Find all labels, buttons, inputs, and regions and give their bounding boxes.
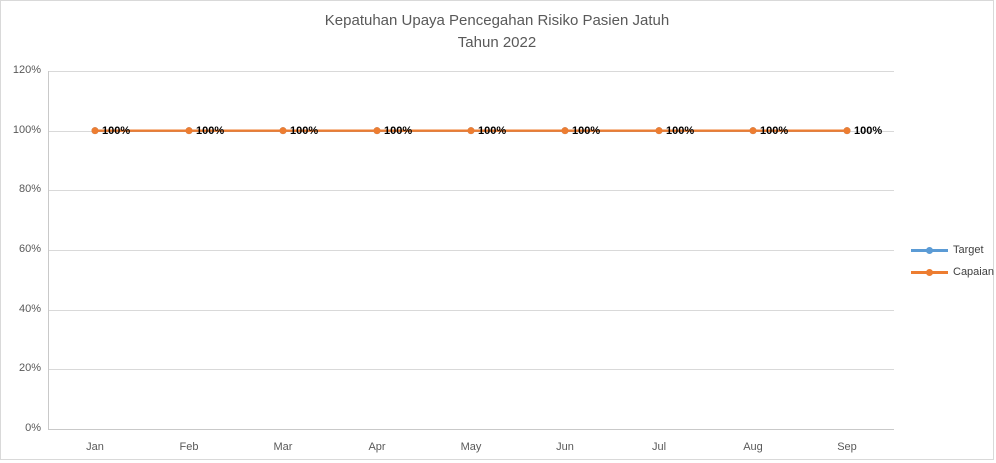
capaian-marker-icon: [926, 268, 933, 276]
series-marker-capaian: [749, 127, 757, 135]
target-series-swatch: [911, 246, 948, 254]
y-axis-tick-label: 60%: [18, 243, 41, 255]
data-label: 100%: [666, 124, 695, 137]
legend: Target Capaian: [911, 239, 994, 283]
y-axis-tick-label: 20%: [18, 362, 41, 375]
gridline: [48, 71, 894, 72]
x-axis-tick-label: Sep: [837, 441, 857, 453]
gridline: [48, 309, 894, 311]
y-axis-tick-label: 120%: [12, 64, 41, 76]
series-marker-capaian: [467, 127, 475, 135]
data-label: 100%: [478, 124, 507, 137]
series-marker-capaian: [91, 127, 99, 135]
y-axis-tick-label: 40%: [18, 302, 41, 315]
series-marker-capaian: [373, 127, 381, 135]
gridline: [48, 250, 894, 251]
y-axis-tick-label: 100%: [12, 123, 41, 136]
chart-title-line1: Kepatuhan Upaya Pencegahan Risiko Pasien…: [324, 12, 670, 29]
data-label: 100%: [384, 124, 413, 137]
series-marker-capaian: [561, 127, 569, 135]
x-axis-tick-label: Aug: [743, 441, 763, 453]
x-axis-tick-label: Mar: [273, 441, 293, 453]
y-axis-tick-label: 0%: [25, 422, 41, 434]
legend-label-capaian: Capaian: [953, 265, 994, 278]
y-axis-tick-label: 80%: [18, 183, 41, 196]
y-axis-line: [48, 71, 49, 429]
chart-title-line2: Tahun 2022: [457, 34, 537, 51]
data-label: 100%: [290, 124, 319, 137]
series-marker-capaian: [279, 127, 287, 135]
x-axis-tick-label: Jul: [651, 441, 667, 453]
data-label: 100%: [760, 124, 789, 137]
gridline: [48, 369, 894, 371]
data-label: 100%: [854, 124, 883, 137]
series-marker-capaian: [843, 127, 851, 135]
legend-item-capaian: Capaian: [911, 261, 994, 283]
x-axis-tick-label: May: [460, 441, 482, 453]
x-axis-tick-label: Feb: [179, 441, 199, 453]
data-label: 100%: [196, 124, 225, 137]
capaian-series-swatch: [911, 268, 948, 276]
data-label: 100%: [572, 124, 601, 137]
x-axis-tick-label: Jan: [86, 441, 104, 453]
target-marker-icon: [926, 246, 933, 254]
x-axis-line: [48, 429, 894, 430]
chart-title: Kepatuhan Upaya Pencegahan Risiko Pasien…: [1, 10, 993, 54]
gridline: [48, 190, 894, 192]
x-axis-tick-label: Jun: [556, 441, 574, 453]
series-marker-capaian: [185, 127, 193, 135]
legend-item-target: Target: [911, 239, 994, 261]
data-label: 100%: [102, 124, 131, 137]
legend-label-target: Target: [953, 243, 984, 256]
x-axis-tick-label: Apr: [368, 441, 386, 453]
series-marker-capaian: [655, 127, 663, 135]
